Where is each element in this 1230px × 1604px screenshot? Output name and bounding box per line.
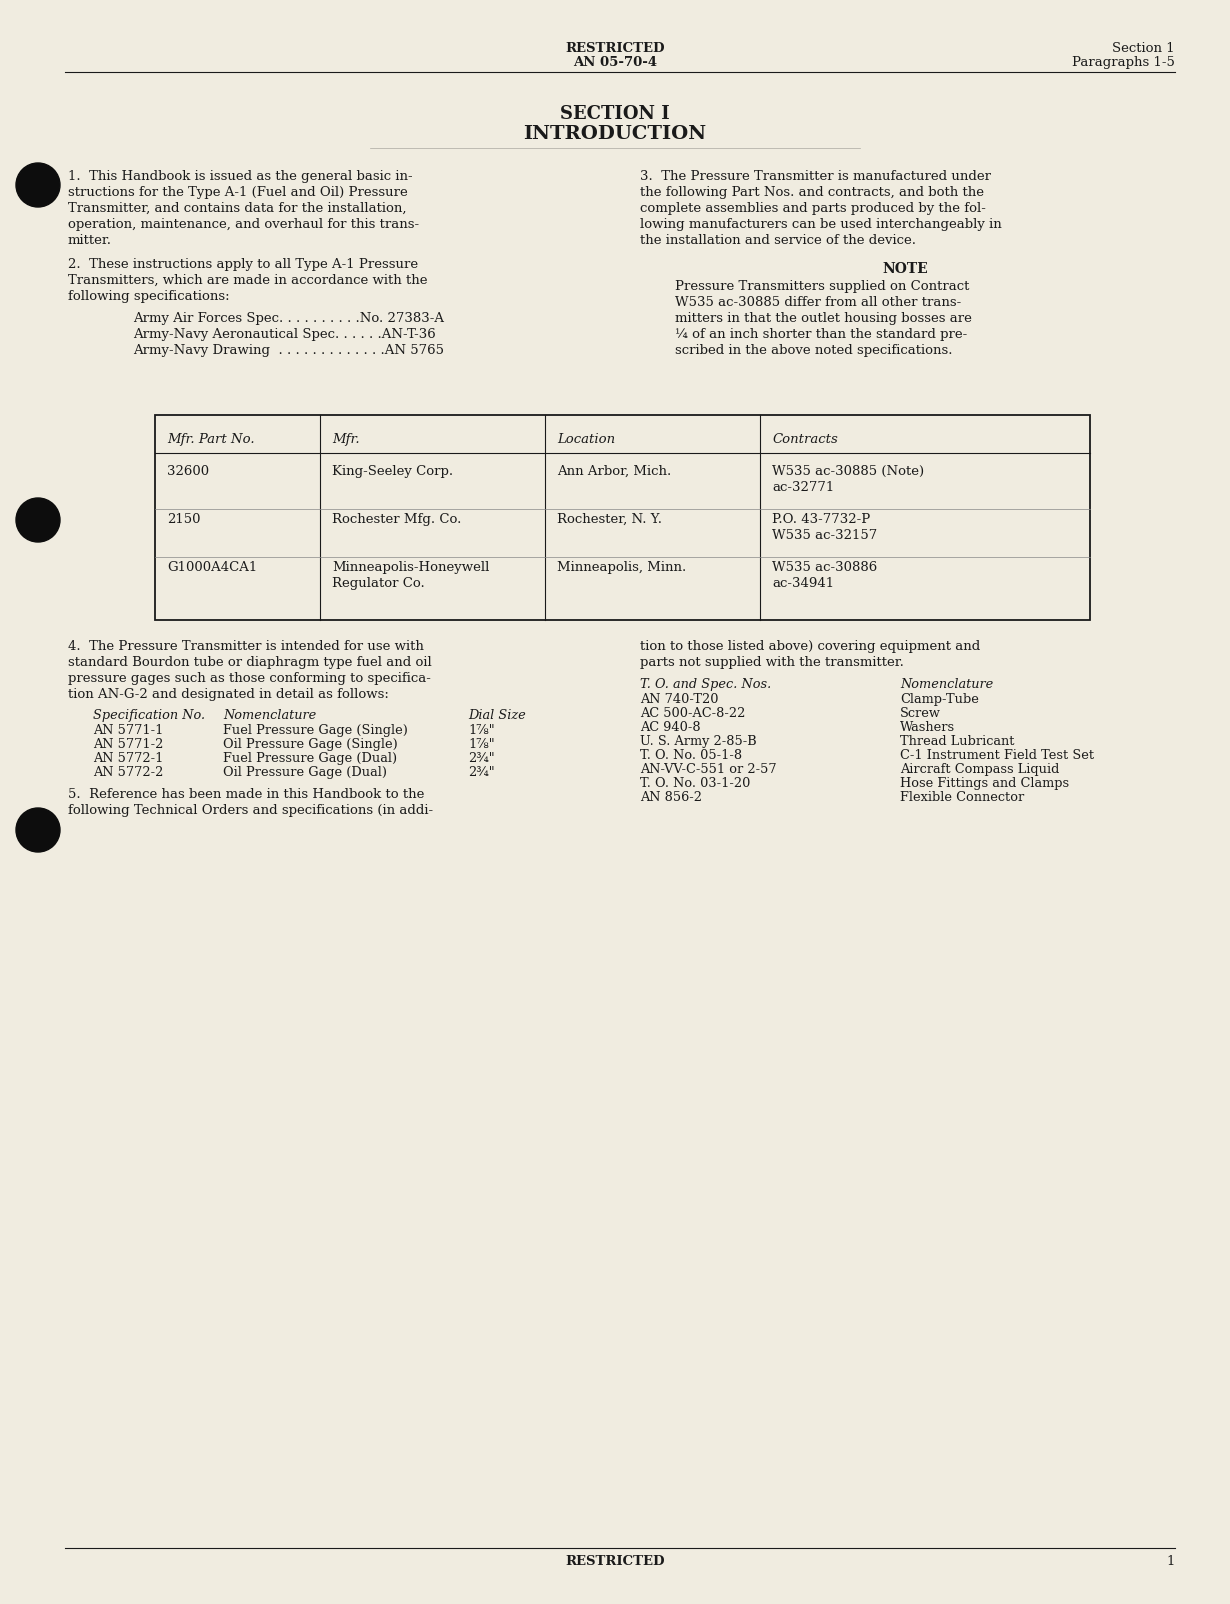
Text: Section 1: Section 1 (1112, 42, 1175, 55)
Text: Mfr.: Mfr. (332, 433, 359, 446)
Text: Location: Location (557, 433, 615, 446)
Text: 4.  The Pressure Transmitter is intended for use with: 4. The Pressure Transmitter is intended … (68, 640, 424, 653)
Text: AN 5772-2: AN 5772-2 (93, 767, 164, 780)
Text: AC 500-AC-8-22: AC 500-AC-8-22 (640, 707, 745, 720)
Text: operation, maintenance, and overhaul for this trans-: operation, maintenance, and overhaul for… (68, 218, 419, 231)
Text: C-1 Instrument Field Test Set: C-1 Instrument Field Test Set (900, 749, 1095, 762)
Text: AC 940-8: AC 940-8 (640, 722, 701, 735)
Text: AN 5771-2: AN 5771-2 (93, 738, 164, 751)
Text: Army-Navy Drawing  . . . . . . . . . . . . .AN 5765: Army-Navy Drawing . . . . . . . . . . . … (133, 343, 444, 358)
Text: mitters in that the outlet housing bosses are: mitters in that the outlet housing bosse… (675, 313, 972, 326)
Text: AN-VV-C-551 or 2-57: AN-VV-C-551 or 2-57 (640, 764, 776, 776)
Text: Thread Lubricant: Thread Lubricant (900, 735, 1015, 747)
Text: Regulator Co.: Regulator Co. (332, 577, 424, 590)
Text: lowing manufacturers can be used interchangeably in: lowing manufacturers can be used interch… (640, 218, 1001, 231)
Text: W535 ac-32157: W535 ac-32157 (772, 529, 877, 542)
Text: Contracts: Contracts (772, 433, 838, 446)
Text: Army-Navy Aeronautical Spec. . . . . .AN-T-36: Army-Navy Aeronautical Spec. . . . . .AN… (133, 327, 435, 342)
Text: Transmitters, which are made in accordance with the: Transmitters, which are made in accordan… (68, 274, 428, 287)
Circle shape (16, 808, 60, 852)
Text: U. S. Army 2-85-B: U. S. Army 2-85-B (640, 735, 756, 747)
Text: 2¾": 2¾" (467, 752, 494, 765)
Text: Fuel Pressure Gage (Single): Fuel Pressure Gage (Single) (223, 723, 408, 736)
Text: W535 ac-30885 (Note): W535 ac-30885 (Note) (772, 465, 924, 478)
Text: Fuel Pressure Gage (Dual): Fuel Pressure Gage (Dual) (223, 752, 397, 765)
Text: Minneapolis, Minn.: Minneapolis, Minn. (557, 561, 686, 574)
Text: RESTRICTED: RESTRICTED (566, 1554, 664, 1569)
Text: SECTION I: SECTION I (560, 104, 670, 124)
Text: T. O. No. 05-1-8: T. O. No. 05-1-8 (640, 749, 742, 762)
Text: King-Seeley Corp.: King-Seeley Corp. (332, 465, 453, 478)
Text: the installation and service of the device.: the installation and service of the devi… (640, 234, 916, 247)
Text: 32600: 32600 (167, 465, 209, 478)
Text: Minneapolis-Honeywell: Minneapolis-Honeywell (332, 561, 490, 574)
Text: Nomenclature: Nomenclature (900, 678, 994, 691)
Text: Flexible Connector: Flexible Connector (900, 791, 1025, 804)
Text: the following Part Nos. and contracts, and both the: the following Part Nos. and contracts, a… (640, 186, 984, 199)
Text: NOTE: NOTE (882, 261, 927, 276)
Text: AN 5772-1: AN 5772-1 (93, 752, 164, 765)
Text: ac-34941: ac-34941 (772, 577, 834, 590)
Text: pressure gages such as those conforming to specifica-: pressure gages such as those conforming … (68, 672, 430, 685)
Text: RESTRICTED: RESTRICTED (566, 42, 664, 55)
Text: AN 05-70-4: AN 05-70-4 (573, 56, 657, 69)
Text: T. O. and Spec. Nos.: T. O. and Spec. Nos. (640, 678, 771, 691)
Text: scribed in the above noted specifications.: scribed in the above noted specification… (675, 343, 952, 358)
Text: 1: 1 (1166, 1554, 1175, 1569)
Text: Aircraft Compass Liquid: Aircraft Compass Liquid (900, 764, 1059, 776)
Text: Army Air Forces Spec. . . . . . . . . .No. 27383-A: Army Air Forces Spec. . . . . . . . . .N… (133, 313, 444, 326)
Text: 5.  Reference has been made in this Handbook to the: 5. Reference has been made in this Handb… (68, 788, 424, 800)
Text: Oil Pressure Gage (Single): Oil Pressure Gage (Single) (223, 738, 397, 751)
Text: following Technical Orders and specifications (in addi-: following Technical Orders and specifica… (68, 804, 433, 816)
Bar (155, 415, 1090, 621)
Text: AN 5771-1: AN 5771-1 (93, 723, 164, 736)
Text: mitter.: mitter. (68, 234, 112, 247)
Text: Clamp-Tube: Clamp-Tube (900, 693, 979, 706)
Text: ¼ of an inch shorter than the standard pre-: ¼ of an inch shorter than the standard p… (675, 327, 967, 342)
Text: AN 740-T20: AN 740-T20 (640, 693, 718, 706)
Text: 3.  The Pressure Transmitter is manufactured under: 3. The Pressure Transmitter is manufactu… (640, 170, 991, 183)
Text: Oil Pressure Gage (Dual): Oil Pressure Gage (Dual) (223, 767, 387, 780)
Text: structions for the Type A-1 (Fuel and Oil) Pressure: structions for the Type A-1 (Fuel and Oi… (68, 186, 408, 199)
Text: Transmitter, and contains data for the installation,: Transmitter, and contains data for the i… (68, 202, 406, 215)
Text: W535 ac-30886: W535 ac-30886 (772, 561, 877, 574)
Text: W535 ac-30885 differ from all other trans-: W535 ac-30885 differ from all other tran… (675, 297, 962, 310)
Text: Washers: Washers (900, 722, 956, 735)
Text: tion AN-G-2 and designated in detail as follows:: tion AN-G-2 and designated in detail as … (68, 688, 389, 701)
Text: following specifications:: following specifications: (68, 290, 230, 303)
Text: Screw: Screw (900, 707, 941, 720)
Text: complete assemblies and parts produced by the fol-: complete assemblies and parts produced b… (640, 202, 986, 215)
Text: 2¾": 2¾" (467, 767, 494, 780)
Text: Rochester, N. Y.: Rochester, N. Y. (557, 513, 662, 526)
Text: AN 856-2: AN 856-2 (640, 791, 702, 804)
Text: 2.  These instructions apply to all Type A-1 Pressure: 2. These instructions apply to all Type … (68, 258, 418, 271)
Text: 2150: 2150 (167, 513, 200, 526)
Text: P.O. 43-7732-P: P.O. 43-7732-P (772, 513, 871, 526)
Text: T. O. No. 03-1-20: T. O. No. 03-1-20 (640, 776, 750, 791)
Text: Rochester Mfg. Co.: Rochester Mfg. Co. (332, 513, 461, 526)
Circle shape (16, 164, 60, 207)
Text: Dial Size: Dial Size (467, 709, 525, 722)
Text: Paragraphs 1-5: Paragraphs 1-5 (1073, 56, 1175, 69)
Text: G1000A4CA1: G1000A4CA1 (167, 561, 257, 574)
Text: 1.  This Handbook is issued as the general basic in-: 1. This Handbook is issued as the genera… (68, 170, 412, 183)
Text: 1⅞": 1⅞" (467, 738, 494, 751)
Text: tion to those listed above) covering equipment and: tion to those listed above) covering equ… (640, 640, 980, 653)
Circle shape (16, 497, 60, 542)
Text: Specification No.: Specification No. (93, 709, 205, 722)
Text: Hose Fittings and Clamps: Hose Fittings and Clamps (900, 776, 1069, 791)
Text: standard Bourdon tube or diaphragm type fuel and oil: standard Bourdon tube or diaphragm type … (68, 656, 432, 669)
Text: Nomenclature: Nomenclature (223, 709, 316, 722)
Text: INTRODUCTION: INTRODUCTION (524, 125, 706, 143)
Text: parts not supplied with the transmitter.: parts not supplied with the transmitter. (640, 656, 904, 669)
Text: Ann Arbor, Mich.: Ann Arbor, Mich. (557, 465, 672, 478)
Text: Pressure Transmitters supplied on Contract: Pressure Transmitters supplied on Contra… (675, 281, 969, 294)
Text: 1⅞": 1⅞" (467, 723, 494, 736)
Text: Mfr. Part No.: Mfr. Part No. (167, 433, 255, 446)
Text: ac-32771: ac-32771 (772, 481, 834, 494)
